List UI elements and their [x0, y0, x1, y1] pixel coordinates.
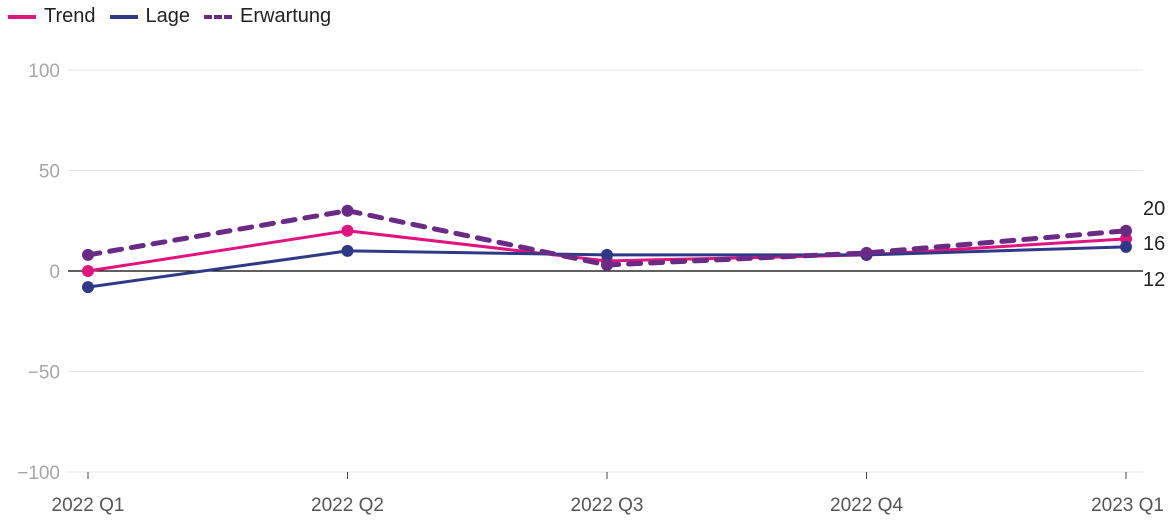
y-tick-label: −50	[28, 363, 60, 384]
legend-label-lage: Lage	[145, 5, 191, 27]
end-value-label: 16	[1143, 233, 1165, 255]
x-tick-label: 2023 Q1	[1091, 495, 1164, 516]
x-tick-label: 2022 Q4	[830, 495, 903, 516]
end-labels: 20 16 12	[1143, 198, 1165, 291]
y-tick-label: 0	[49, 262, 60, 283]
y-tick-label: −100	[17, 463, 60, 484]
y-axis: 100 50 0 −50 −100	[17, 61, 60, 484]
legend-label-trend: Trend	[44, 5, 96, 27]
legend-swatch-trend	[8, 14, 36, 19]
legend: Trend Lage Erwartung	[8, 5, 331, 28]
data-point-erwartung	[1120, 224, 1132, 237]
data-point-erwartung	[601, 258, 613, 271]
legend-swatch-erwartung	[204, 14, 233, 19]
data-point-lage	[1120, 240, 1132, 253]
x-tick-label: 2022 Q2	[311, 495, 384, 516]
legend-item-erwartung: Erwartung	[204, 5, 331, 28]
x-tick-label: 2022 Q1	[52, 495, 125, 516]
data-point-erwartung	[341, 204, 354, 217]
data-point-lage	[341, 244, 354, 257]
x-tick-label: 2022 Q3	[571, 495, 644, 516]
data-point-trend	[341, 224, 354, 237]
series	[82, 204, 1132, 294]
end-value-label: 12	[1143, 269, 1165, 291]
data-point-trend	[82, 265, 94, 277]
legend-item-trend: Trend	[8, 5, 96, 28]
gridlines	[68, 69, 1143, 473]
data-point-erwartung	[82, 248, 94, 261]
data-point-lage	[82, 281, 94, 294]
legend-item-lage: Lage	[109, 5, 191, 28]
y-tick-label: 100	[28, 61, 60, 82]
legend-label-erwartung: Erwartung	[240, 5, 332, 27]
data-point-lage	[601, 248, 613, 261]
data-point-erwartung	[860, 246, 873, 259]
end-value-label: 20	[1143, 198, 1165, 220]
y-tick-label: 50	[39, 162, 60, 183]
legend-swatch-lage	[109, 14, 138, 19]
x-axis: 2022 Q1 2022 Q2 2022 Q3 2022 Q4 2023 Q1	[52, 472, 1164, 516]
